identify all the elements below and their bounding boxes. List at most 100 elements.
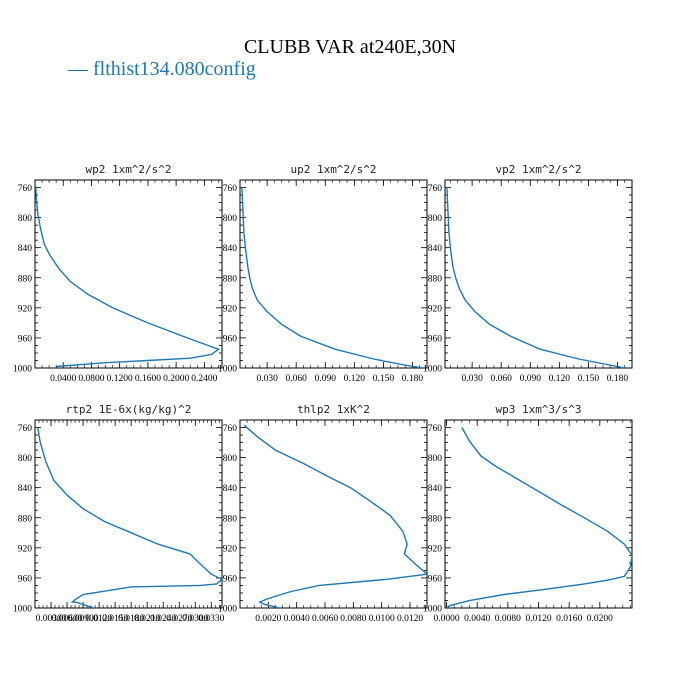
series-line bbox=[446, 427, 632, 608]
x-tick-label: 0.00300 bbox=[36, 614, 67, 624]
y-tick-label: 760 bbox=[223, 184, 238, 194]
x-tick-label: 0.1200 bbox=[107, 374, 133, 384]
x-tick-label: 0.0210 bbox=[134, 614, 160, 624]
x-tick-label: 0.0000 bbox=[433, 614, 459, 624]
y-tick-label: 800 bbox=[18, 214, 33, 224]
y-tick-label: 1000 bbox=[218, 605, 237, 615]
panel-2: up2 1xm^2/s^2 760 800 840 880 920 960 1000 0.030… bbox=[218, 163, 428, 384]
y-tick-label: 800 bbox=[428, 214, 443, 224]
y-tick-label: 960 bbox=[428, 574, 443, 584]
x-tick-label: 0.0020 bbox=[255, 614, 281, 624]
panel-title: wp2 1xm^2/s^2 bbox=[85, 163, 171, 176]
x-tick-label: 0.060 bbox=[491, 374, 513, 384]
x-tick-label: 0.0080 bbox=[495, 614, 521, 624]
figure-title: CLUBB VAR at240E,30N bbox=[243, 36, 457, 58]
y-tick-label: 1000 bbox=[423, 605, 442, 615]
y-tick-label: 760 bbox=[428, 184, 443, 194]
panel-1: wp2 1xm^2/s^2 760 800 840 880 920 960 1000 0.040… bbox=[13, 163, 223, 384]
y-tick-label: 760 bbox=[18, 184, 33, 194]
x-tick-label: 0.090 bbox=[315, 374, 337, 384]
plot-frame bbox=[444, 179, 633, 369]
y-tick-label: 880 bbox=[223, 274, 238, 284]
x-tick-label: 0.030 bbox=[256, 374, 278, 384]
panel-title: rtp2 1E-6x(kg/kg)^2 bbox=[66, 403, 192, 416]
panel-title: wp3 1xm^3/s^3 bbox=[495, 403, 581, 416]
y-tick-label: 920 bbox=[223, 304, 238, 314]
y-tick-label: 800 bbox=[223, 454, 238, 464]
series-line bbox=[35, 185, 220, 368]
panel-6: wp3 1xm^3/s^3 760 800 840 880 920 960 10000.000… bbox=[423, 403, 633, 624]
x-tick-label: 0.120 bbox=[549, 374, 571, 384]
y-tick-label: 1000 bbox=[423, 365, 442, 375]
y-tick-label: 880 bbox=[428, 514, 443, 524]
y-tick-label: 960 bbox=[18, 574, 33, 584]
x-tick-label: 0.2000 bbox=[163, 374, 189, 384]
legend-label: flthist134.080config bbox=[93, 58, 256, 80]
y-tick-label: 840 bbox=[18, 484, 33, 494]
y-tick-label: 920 bbox=[18, 544, 33, 554]
y-tick-label: 760 bbox=[223, 424, 238, 434]
panel-title: thlp2 1xK^2 bbox=[297, 403, 370, 416]
y-tick-label: 920 bbox=[18, 304, 33, 314]
x-tick-label: 0.00900 bbox=[68, 614, 99, 624]
panel-title: up2 1xm^2/s^2 bbox=[290, 163, 376, 176]
y-tick-label: 960 bbox=[223, 334, 238, 344]
x-tick-label: 0.1600 bbox=[135, 374, 161, 384]
y-tick-label: 840 bbox=[223, 484, 238, 494]
plot-frame bbox=[34, 419, 223, 609]
y-tick-label: 760 bbox=[428, 424, 443, 434]
y-tick-label: 960 bbox=[428, 334, 443, 344]
x-tick-label: 0.0200 bbox=[587, 614, 613, 624]
y-tick-label: 800 bbox=[18, 454, 33, 464]
x-tick-label: 0.0180 bbox=[118, 614, 144, 624]
y-tick-label: 920 bbox=[223, 544, 238, 554]
x-tick-label: 0.0270 bbox=[166, 614, 192, 624]
panel-4: rtp2 1E-6x(kg/kg)^2 760 800 840 880 920 960 100… bbox=[13, 403, 225, 624]
y-tick-label: 880 bbox=[223, 514, 238, 524]
x-tick-label: 0.0300 bbox=[182, 614, 208, 624]
y-tick-label: 840 bbox=[428, 484, 443, 494]
series-line bbox=[446, 187, 626, 368]
x-tick-label: 0.150 bbox=[373, 374, 395, 384]
y-tick-label: 960 bbox=[223, 574, 238, 584]
y-tick-label: 880 bbox=[18, 514, 33, 524]
x-tick-label: 0.0400 bbox=[50, 374, 76, 384]
legend-line-marker: — bbox=[68, 58, 88, 80]
x-tick-label: 0.0100 bbox=[369, 614, 395, 624]
x-tick-label: 0.180 bbox=[607, 374, 629, 384]
x-tick-label: 0.0150 bbox=[102, 614, 128, 624]
y-tick-label: 880 bbox=[18, 274, 33, 284]
y-tick-label: 760 bbox=[18, 424, 33, 434]
x-tick-label: 0.090 bbox=[520, 374, 542, 384]
x-tick-label: 0.120 bbox=[344, 374, 366, 384]
y-tick-label: 920 bbox=[428, 544, 443, 554]
panel-3: vp2 1xm^2/s^2 760 800 840 880 920 960 1000 0.030… bbox=[423, 163, 633, 384]
plot-frame bbox=[444, 419, 633, 609]
x-tick-label: 0.0240 bbox=[150, 614, 176, 624]
y-tick-label: 1000 bbox=[218, 365, 237, 375]
y-tick-label: 840 bbox=[428, 244, 443, 254]
x-tick-label: 0.0040 bbox=[284, 614, 310, 624]
y-tick-label: 960 bbox=[18, 334, 33, 344]
x-tick-label: 0.150 bbox=[578, 374, 600, 384]
x-tick-label: 0.0080 bbox=[340, 614, 366, 624]
plot-frame bbox=[239, 179, 428, 369]
x-tick-label: 0.180 bbox=[402, 374, 424, 384]
x-tick-label: 0.0330 bbox=[198, 614, 224, 624]
y-tick-label: 840 bbox=[223, 244, 238, 254]
y-tick-label: 800 bbox=[223, 214, 238, 224]
x-tick-label: 0.2400 bbox=[191, 374, 217, 384]
x-tick-label: 0.0040 bbox=[464, 614, 490, 624]
x-tick-label: 0.060 bbox=[286, 374, 308, 384]
plot-frame bbox=[34, 179, 223, 369]
y-tick-label: 840 bbox=[18, 244, 33, 254]
y-tick-label: 800 bbox=[428, 454, 443, 464]
x-tick-label: 0.0800 bbox=[78, 374, 104, 384]
panel-title: vp2 1xm^2/s^2 bbox=[495, 163, 581, 176]
series-line bbox=[37, 427, 222, 608]
series-line bbox=[243, 424, 427, 608]
x-tick-label: 0.00600 bbox=[52, 614, 83, 624]
x-tick-label: 0.0120 bbox=[397, 614, 423, 624]
